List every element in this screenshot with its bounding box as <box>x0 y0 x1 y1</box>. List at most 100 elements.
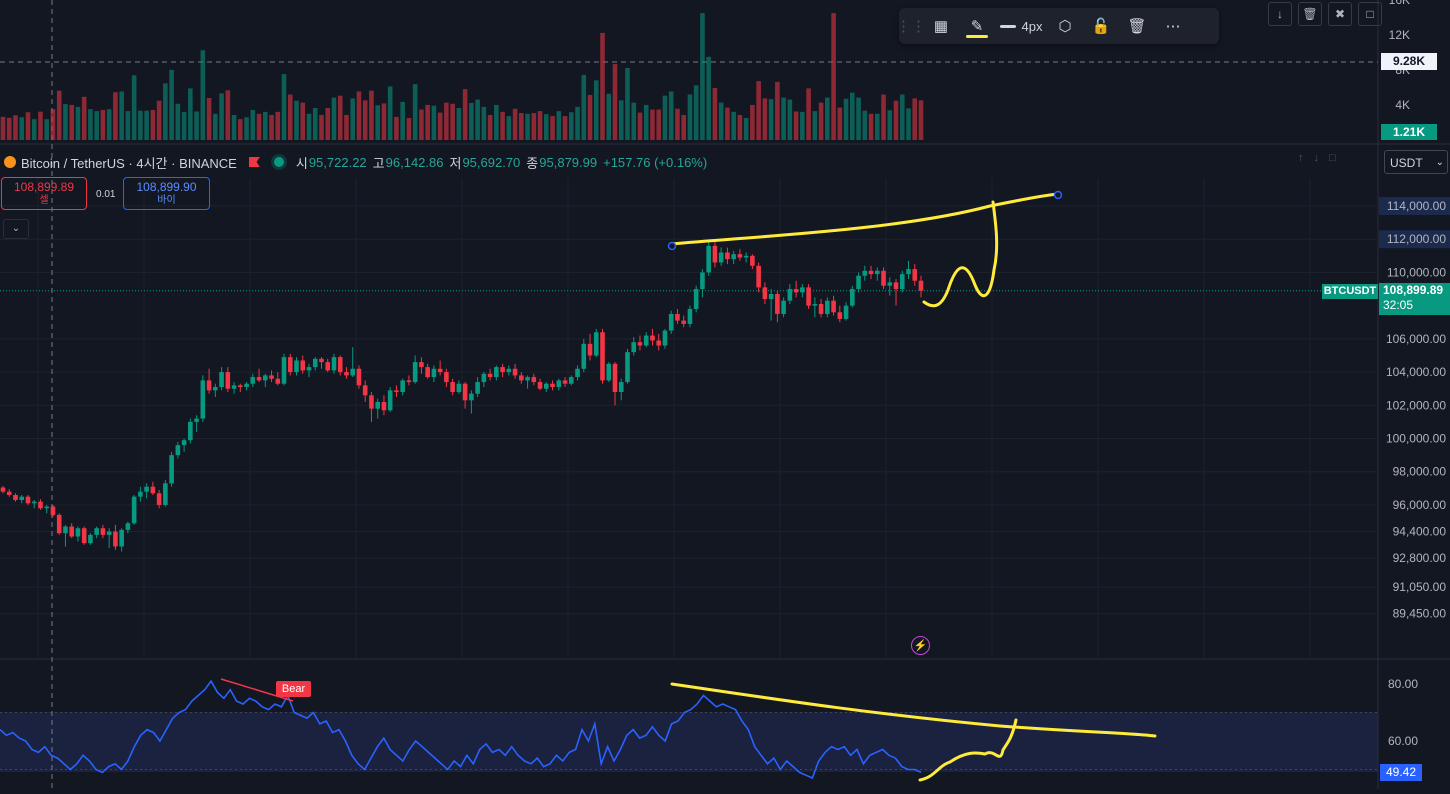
volume-bar <box>44 119 50 140</box>
volume-bar <box>618 100 624 140</box>
rsi-trendline-drawing <box>670 682 1157 738</box>
line-width-button[interactable]: 4px <box>995 8 1047 44</box>
volume-bar <box>687 94 693 140</box>
sell-button[interactable]: 108,899.89 셀 <box>1 177 87 210</box>
volume-bar <box>206 98 212 140</box>
volume-bar <box>712 87 718 140</box>
bear-divergence-label: Bear <box>276 681 311 697</box>
volume-bar <box>444 102 449 140</box>
arrow-down-icon[interactable]: ↓ <box>1313 152 1320 164</box>
candle <box>206 380 212 391</box>
volume-bar <box>775 81 780 140</box>
volume-bar <box>743 118 749 140</box>
volume-bar <box>662 95 668 140</box>
drag-handle-icon[interactable]: ⋮⋮ <box>896 18 926 35</box>
candle <box>531 377 537 383</box>
volume-bar <box>13 115 18 140</box>
volume-bar <box>843 98 849 140</box>
volume-bar <box>188 88 193 140</box>
volume-bar <box>893 100 899 140</box>
volume-bar <box>581 74 587 140</box>
volume-bar <box>475 99 480 140</box>
volume-bar <box>500 111 505 140</box>
collapse-chevron-icon[interactable]: ⌄ <box>3 219 29 239</box>
sell-label: 셀 <box>39 195 49 206</box>
volume-tick-label: 16K <box>1389 0 1410 7</box>
candle <box>125 523 131 530</box>
volume-bar <box>350 98 356 140</box>
buy-button[interactable]: 108,899.90 바이 <box>123 177 210 210</box>
volume-bar <box>918 100 924 140</box>
settings-hexagon-icon[interactable]: ⬡ <box>1058 18 1072 35</box>
candle <box>843 305 849 319</box>
line-color-swatch <box>966 35 988 38</box>
candle <box>319 358 324 363</box>
axis-highlight <box>1379 230 1450 249</box>
pencil-icon[interactable]: ✎ <box>959 8 995 44</box>
collapse-icon[interactable]: ✖ <box>1328 2 1352 26</box>
volume-bar <box>643 104 649 140</box>
candle <box>344 372 349 376</box>
candle <box>850 289 855 306</box>
market-status-icon <box>273 157 284 167</box>
volume-bar <box>631 102 637 140</box>
rsi-tick-label: 80.00 <box>1388 677 1418 691</box>
candle <box>44 506 50 509</box>
candle <box>462 383 468 401</box>
candle <box>868 270 874 275</box>
volume-bar <box>706 56 711 140</box>
candle <box>325 362 331 371</box>
volume-bar <box>874 113 880 140</box>
candle <box>681 320 686 324</box>
candle <box>81 528 87 544</box>
volume-bar <box>119 91 124 140</box>
price-tick-label: 98,000.00 <box>1393 465 1447 479</box>
volume-bar <box>138 110 143 140</box>
ticker-tag: BTCUSDT <box>1322 284 1378 299</box>
volume-bar <box>506 116 512 140</box>
lightning-icon[interactable]: ⚡ <box>911 636 930 655</box>
volume-bar <box>637 112 643 140</box>
flag-icon[interactable] <box>248 157 260 167</box>
delete-pane-icon[interactable]: 🗑 <box>1298 2 1322 26</box>
volume-bar <box>131 75 137 140</box>
candle <box>419 362 424 368</box>
candle <box>550 383 555 388</box>
templates-icon[interactable]: ▦ <box>933 18 949 35</box>
candle <box>113 531 118 547</box>
maximize-icon[interactable]: □ <box>1329 152 1336 164</box>
volume-bar <box>356 91 362 140</box>
last-price: 108,899.89 <box>1383 283 1444 297</box>
chart-header: Bitcoin / TetherUS · 4시간 · BINANCE 시 95,7… <box>0 151 713 173</box>
volume-bar <box>800 111 805 140</box>
candle <box>150 486 156 494</box>
candle <box>700 272 705 290</box>
trash-icon[interactable]: 🗑 <box>1127 18 1147 35</box>
line-width-label: 4px <box>1021 18 1043 34</box>
arrow-up-icon[interactable]: ↑ <box>1298 152 1304 164</box>
volume-bar <box>856 97 861 140</box>
volume-bar <box>387 86 393 140</box>
currency-select[interactable]: USDT ⌄ <box>1384 150 1448 174</box>
unlock-icon[interactable]: 🔓 <box>1091 18 1111 35</box>
candle <box>156 493 162 505</box>
candle <box>269 375 274 379</box>
candle <box>469 393 474 401</box>
candle <box>506 368 512 373</box>
trendline-drawing <box>670 192 1060 246</box>
maximize-icon[interactable]: □ <box>1358 2 1382 26</box>
volume-bar <box>531 113 537 140</box>
volume-bar <box>100 109 106 140</box>
symbol-title[interactable]: Bitcoin / TetherUS · 4시간 · BINANCE <box>21 155 237 171</box>
volume-bar <box>150 109 156 140</box>
more-icon[interactable]: ⋯ <box>1165 18 1181 35</box>
volume-bar <box>550 116 555 140</box>
candle <box>0 487 6 492</box>
arrow-down-icon[interactable]: ↓ <box>1268 2 1292 26</box>
volume-bar <box>238 119 243 140</box>
candle <box>412 362 418 383</box>
volume-bar <box>606 93 612 140</box>
candle <box>494 367 499 378</box>
